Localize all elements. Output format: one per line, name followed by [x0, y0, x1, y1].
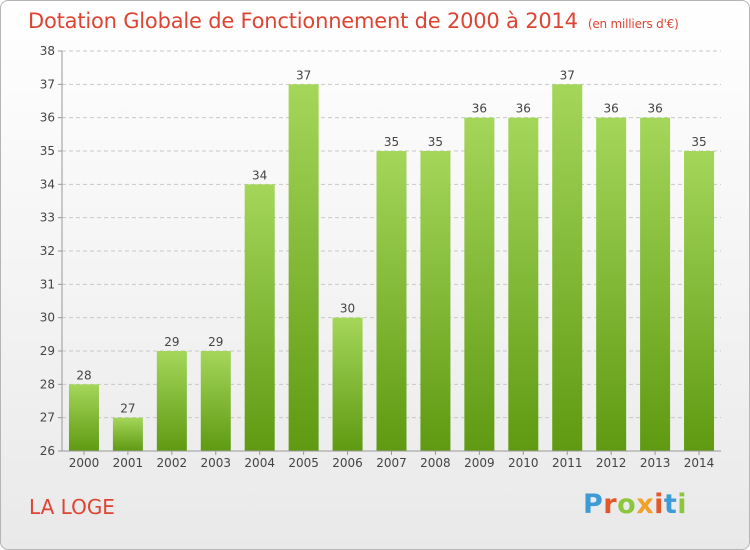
y-tick-label: 27	[40, 411, 55, 425]
logo-letter: i	[654, 489, 664, 520]
y-tick-label: 31	[40, 277, 55, 291]
bar-value-label: 36	[516, 102, 531, 116]
bar-value-label: 30	[340, 302, 355, 316]
bar-value-label: 35	[428, 135, 443, 149]
x-tick-label: 2005	[288, 456, 319, 470]
y-tick-label: 35	[40, 144, 55, 158]
place-name: LA LOGE	[29, 495, 115, 519]
y-tick-label: 37	[40, 77, 55, 91]
bar-value-label: 35	[691, 135, 706, 149]
y-tick-label: 38	[40, 44, 55, 58]
y-tick-label: 29	[40, 344, 55, 358]
bar	[244, 184, 275, 452]
bar	[640, 117, 671, 452]
logo-letter: o	[617, 489, 637, 520]
bar	[156, 351, 187, 451]
bar-value-label: 35	[384, 135, 399, 149]
bar-value-label: 37	[296, 68, 311, 82]
bar	[420, 151, 451, 451]
bar-value-label: 37	[560, 68, 575, 82]
x-tick-label: 2006	[332, 456, 363, 470]
bar-value-label: 36	[472, 102, 487, 116]
x-axis: 2000 2001 2002 2003 2004 2005 2006 2007 2008 2009…	[62, 450, 721, 470]
logo-letter: r	[603, 489, 618, 520]
y-tick-label: 28	[40, 377, 55, 391]
x-tick-label: 2000	[69, 456, 100, 470]
bar	[508, 117, 539, 452]
logo-letter: t	[663, 489, 678, 520]
bar	[288, 84, 319, 451]
logo-letter: P	[583, 489, 604, 520]
x-tick-label: 2002	[157, 456, 188, 470]
bar	[684, 151, 715, 451]
bar	[464, 117, 495, 452]
x-tick-label: 2013	[640, 456, 671, 470]
x-tick-label: 2014	[684, 456, 715, 470]
x-tick-label: 2009	[464, 456, 495, 470]
y-tick-label: 32	[40, 244, 55, 258]
x-tick-label: 2004	[244, 456, 275, 470]
chart-title: Dotation Globale de Fonctionnement de 20…	[28, 9, 679, 33]
bar	[552, 84, 583, 451]
x-tick-label: 2003	[200, 456, 231, 470]
y-tick-label: 26	[40, 444, 55, 458]
x-tick-label: 2007	[376, 456, 407, 470]
y-axis: 26 27 28 29 30 31 32 33 34 35 36 37 38	[40, 44, 63, 458]
y-tick-label: 34	[40, 177, 55, 191]
bar-value-label: 36	[604, 102, 619, 116]
bar-value-label: 36	[647, 102, 662, 116]
chart-title-text: Dotation Globale de Fonctionnement de 20…	[28, 9, 578, 33]
bar-value-label: 28	[76, 368, 91, 382]
bar-value-label: 29	[164, 335, 179, 349]
bar-value-label: 27	[120, 402, 135, 416]
bar	[596, 117, 627, 452]
proxiti-logo: Proxiti	[583, 489, 687, 520]
bar-value-label: 29	[208, 335, 223, 349]
bars: 28 27 29 29 34 37 30 35 35 36 36 37 36 36 35	[68, 68, 715, 452]
logo-letter: i	[677, 489, 688, 520]
logo-letter: x	[636, 489, 655, 520]
bar-value-label: 34	[252, 168, 267, 182]
bar	[332, 317, 363, 451]
y-tick-label: 36	[40, 111, 55, 125]
x-tick-label: 2011	[552, 456, 583, 470]
y-tick-label: 30	[40, 311, 55, 325]
x-tick-label: 2012	[596, 456, 627, 470]
bar	[68, 384, 99, 451]
y-tick-label: 33	[40, 211, 55, 225]
bar	[112, 417, 143, 451]
chart-unit-label: (en milliers d'€)	[587, 17, 679, 31]
x-tick-label: 2001	[113, 456, 144, 470]
bar	[200, 351, 231, 451]
bar	[376, 151, 407, 451]
x-tick-label: 2008	[420, 456, 451, 470]
x-tick-label: 2010	[508, 456, 539, 470]
